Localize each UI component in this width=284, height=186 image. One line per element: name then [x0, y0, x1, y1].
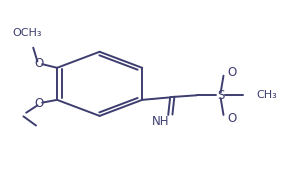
Text: O: O	[34, 97, 43, 110]
Text: CH₃: CH₃	[256, 90, 277, 100]
Text: OCH₃: OCH₃	[13, 28, 42, 38]
Text: O: O	[227, 112, 237, 125]
Text: NH: NH	[152, 115, 169, 128]
Text: O: O	[227, 66, 237, 79]
Text: O: O	[34, 57, 43, 70]
Text: S: S	[217, 89, 224, 102]
